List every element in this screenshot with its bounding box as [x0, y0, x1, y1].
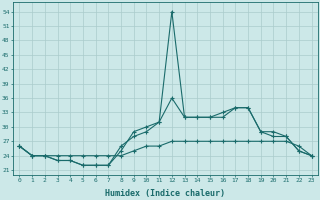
X-axis label: Humidex (Indice chaleur): Humidex (Indice chaleur): [106, 189, 226, 198]
